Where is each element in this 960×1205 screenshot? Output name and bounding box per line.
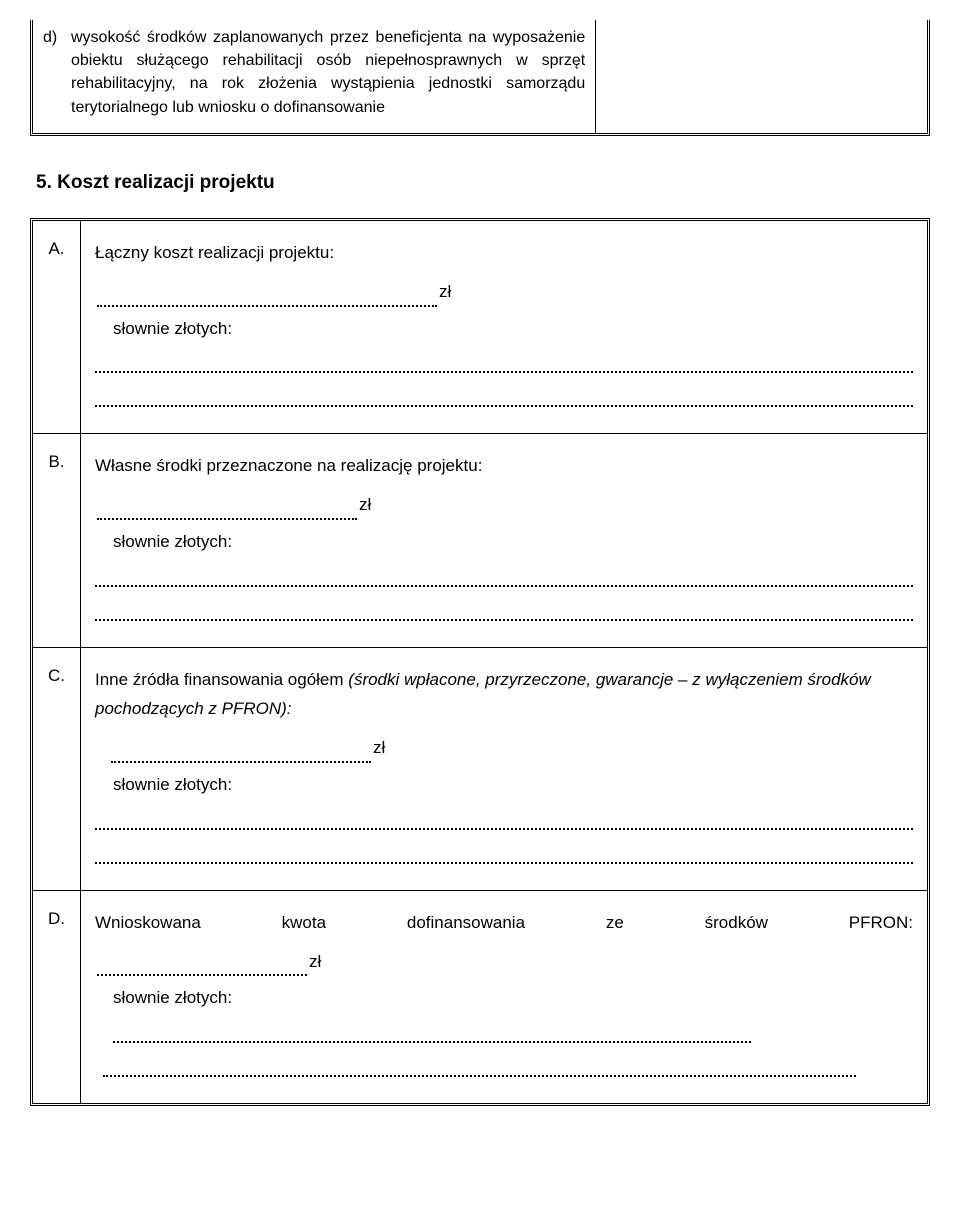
top-item-row: d) wysokość środków zaplanowanych przez … xyxy=(33,20,927,133)
top-item-letter: d) xyxy=(43,26,71,119)
row-b-slownie-dots-2 xyxy=(95,605,913,625)
cost-row-b: B. Własne środki przeznaczone na realiza… xyxy=(33,434,927,648)
cost-row-c: C. Inne źródła finansowania ogółem (środ… xyxy=(33,648,927,891)
cost-row-a: A. Łączny koszt realizacji projektu: zł … xyxy=(33,221,927,435)
cost-table: A. Łączny koszt realizacji projektu: zł … xyxy=(30,218,930,1107)
row-c-body: Inne źródła finansowania ogółem (środki … xyxy=(81,648,927,890)
row-a-title: Łączny koszt realizacji projektu: xyxy=(95,239,913,268)
row-a-slownie-dots-2 xyxy=(95,391,913,411)
page: d) wysokość środków zaplanowanych przez … xyxy=(0,0,960,1146)
row-b-amount-line: zł xyxy=(95,491,913,520)
row-d-zl: zł xyxy=(309,952,321,971)
row-c-letter: C. xyxy=(33,648,81,890)
row-b-title: Własne środki przeznaczone na realizację… xyxy=(95,452,913,481)
row-b-body: Własne środki przeznaczone na realizację… xyxy=(81,434,927,647)
cost-row-d: D. Wnioskowana kwota dofinansowania ze ś… xyxy=(33,891,927,1104)
row-d-amount-dots xyxy=(97,961,307,976)
row-d-w2: kwota xyxy=(282,909,326,938)
row-d-slownie-label: słownie złotych: xyxy=(113,984,913,1013)
top-item-box: d) wysokość środków zaplanowanych przez … xyxy=(30,20,930,136)
row-b-letter: B. xyxy=(33,434,81,647)
row-d-w3: dofinansowania xyxy=(407,909,525,938)
row-a-amount-line: zł xyxy=(95,278,913,307)
row-b-amount-dots xyxy=(97,505,357,520)
row-d-w6: PFRON: xyxy=(849,909,913,938)
row-d-letter: D. xyxy=(33,891,81,1104)
row-a-body: Łączny koszt realizacji projektu: zł sło… xyxy=(81,221,927,434)
row-d-w5: środków xyxy=(705,909,768,938)
row-c-amount-dots xyxy=(111,747,371,762)
top-item-right-cell xyxy=(596,20,927,133)
row-b-slownie-dots-1 xyxy=(95,571,913,591)
row-a-zl: zł xyxy=(439,282,451,301)
section-5-heading: 5. Koszt realizacji projektu xyxy=(36,172,930,194)
row-c-amount-line: zł xyxy=(109,734,913,763)
row-c-slownie-dots-2 xyxy=(95,848,913,868)
row-a-letter: A. xyxy=(33,221,81,434)
row-c-slownie-label: słownie złotych: xyxy=(113,771,913,800)
row-c-zl: zł xyxy=(373,738,385,757)
row-d-w1: Wnioskowana xyxy=(95,909,201,938)
row-d-slownie-dots-1 xyxy=(113,1027,751,1047)
row-a-slownie-dots-1 xyxy=(95,357,913,377)
row-b-slownie-label: słownie złotych: xyxy=(113,528,913,557)
top-item-text: wysokość środków zaplanowanych przez ben… xyxy=(71,26,585,119)
top-item-left-cell: d) wysokość środków zaplanowanych przez … xyxy=(33,20,596,133)
row-d-slownie-dots-2 xyxy=(103,1061,856,1081)
row-a-amount-dots xyxy=(97,291,437,306)
row-a-slownie-label: słownie złotych: xyxy=(113,315,913,344)
row-d-body: Wnioskowana kwota dofinansowania ze środ… xyxy=(81,891,927,1104)
row-c-slownie-dots-1 xyxy=(95,814,913,834)
row-c-title: Inne źródła finansowania ogółem (środki … xyxy=(95,666,913,724)
row-d-amount-line: zł xyxy=(95,948,913,977)
row-c-title-plain: Inne źródła finansowania ogółem xyxy=(95,670,348,689)
row-d-w4: ze xyxy=(606,909,624,938)
row-b-zl: zł xyxy=(359,495,371,514)
row-d-title-line: Wnioskowana kwota dofinansowania ze środ… xyxy=(95,909,913,938)
